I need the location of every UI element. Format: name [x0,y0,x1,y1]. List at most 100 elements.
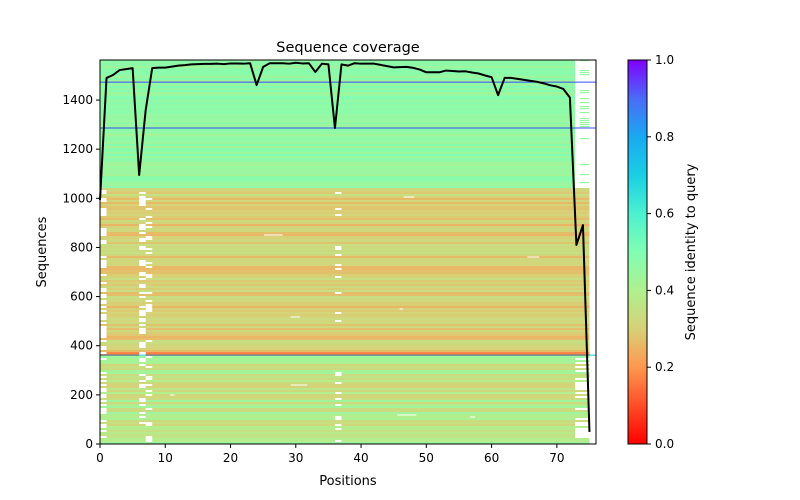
heatmap-gap [145,356,153,358]
heatmap-fragment [579,108,590,110]
heatmap-fragment [579,112,590,114]
heatmap-row [100,142,576,144]
heatmap-row [100,364,590,366]
heatmap-gap [100,234,107,236]
heatmap-gap [145,266,153,268]
heatmap-row [100,252,590,254]
heatmap-row [100,224,590,226]
heatmap-gap [139,292,146,294]
heatmap-gap [139,262,146,264]
heatmap-gap [145,276,153,278]
heatmap-gap [100,410,107,412]
heatmap-gap [139,232,146,234]
heatmap-gap [100,274,107,276]
heatmap-row [100,384,576,386]
heatmap-row [100,242,590,244]
heatmap-gap [139,374,146,376]
heatmap-gap [145,308,153,310]
heatmap-row [100,192,590,194]
y-axis-label: Sequences [35,216,50,287]
heatmap-gap [139,328,146,330]
heatmap-gap [290,384,308,386]
heatmap-gap [139,318,146,320]
heatmap-row [100,434,576,436]
heatmap-row [100,268,590,270]
heatmap-gap [334,374,342,376]
x-tick-label: 50 [419,451,434,465]
heatmap-row [100,404,590,406]
heatmap-row [100,120,576,122]
heatmap-row [100,208,590,210]
heatmap-row [100,288,590,290]
heatmap-row [100,236,590,238]
heatmap-gap [145,436,153,438]
heatmap-row [100,214,590,216]
heatmap-row [100,190,590,192]
heatmap-gap [139,196,146,198]
heatmap-row [100,170,576,172]
heatmap-row [100,390,590,392]
heatmap-row [100,172,576,174]
x-tick-label: 40 [353,451,368,465]
heatmap-row [100,230,590,232]
heatmap-row [100,336,590,338]
heatmap-gap [100,394,107,396]
heatmap-row [100,188,590,190]
heatmap-gap [334,246,342,248]
heatmap-gap [139,284,146,286]
heatmap-row [100,414,590,416]
heatmap-row [100,250,590,252]
x-tick-label: 70 [549,451,564,465]
heatmap-row [100,204,590,206]
heatmap-row [100,168,576,170]
heatmap-gap [139,192,146,194]
heatmap-gap [100,228,107,230]
heatmap-gap [145,424,153,426]
heatmap-row [100,314,590,316]
colorbar-ticks: 0.0 0.2 0.4 0.6 0.8 1.0 [647,53,674,451]
heatmap-gap [100,336,107,338]
heatmap-row [100,350,590,352]
heatmap-row [100,436,576,438]
heatmap-row [100,386,576,388]
heatmap-gap [145,438,153,440]
heatmap-fragment [579,138,590,140]
heatmap-gap [334,416,342,418]
heatmap-row [100,374,590,376]
heatmap-row [100,114,576,116]
heatmap-row [100,184,576,186]
heatmap-gap [334,392,342,394]
heatmap-gap [334,404,342,406]
x-axis-ticks: 0 10 20 30 40 50 60 70 [96,444,564,465]
heatmap-row [100,442,590,444]
heatmap-gap [100,332,107,334]
heatmap-gap [334,276,342,278]
heatmap-row [100,332,590,334]
heatmap-row [100,300,590,302]
heatmap-gap [100,240,107,242]
heatmap-row [100,258,590,260]
heatmap-gap [334,248,342,250]
heatmap-fragment [579,74,590,76]
heatmap-gap [145,304,153,306]
heatmap-row [100,88,576,90]
heatmap-gap [100,334,107,336]
heatmap-gap [145,274,153,276]
heatmap-fragment [579,174,590,176]
heatmap-row [100,304,590,306]
x-axis-label: Positions [319,474,377,489]
heatmap-gap [100,348,107,350]
heatmap-gap [139,198,146,200]
heatmap-row [100,116,576,118]
heatmap-row [100,262,590,264]
heatmap-row [100,132,576,134]
heatmap-row [100,284,590,286]
heatmap-row [100,122,576,124]
y-tick-label: 1000 [62,191,93,205]
heatmap-fragment [579,106,590,108]
colorbar-tick-label: 0.6 [655,207,674,221]
heatmap-gap [145,216,153,218]
heatmap-row [100,356,590,358]
heatmap-gap [334,424,342,426]
heatmap-gap [145,408,153,410]
